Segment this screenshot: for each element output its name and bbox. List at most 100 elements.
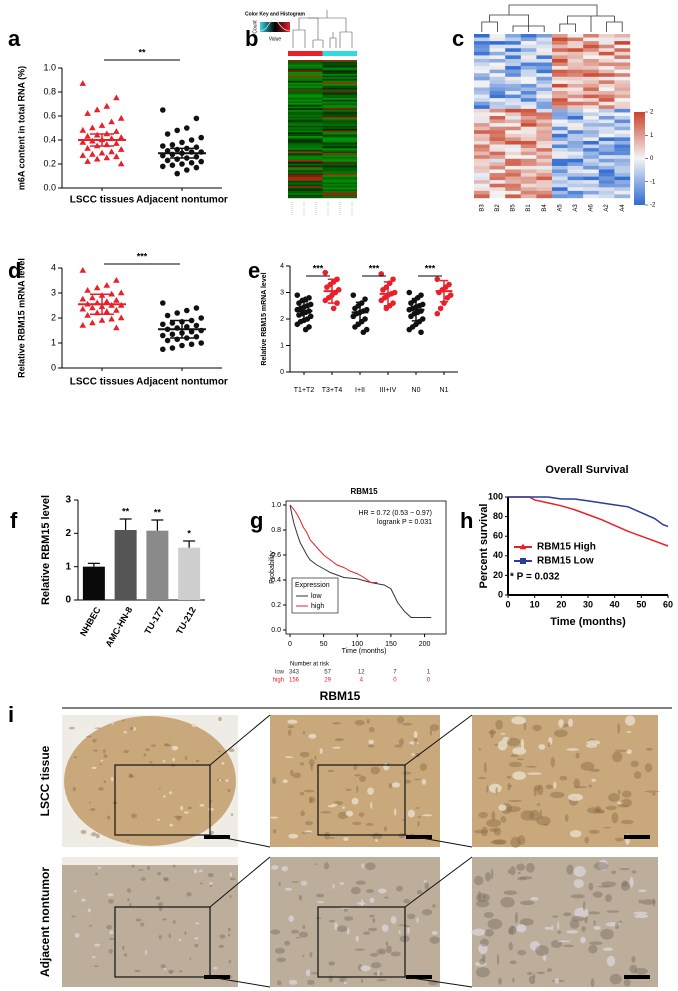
data-point xyxy=(179,161,185,167)
texture xyxy=(93,749,99,752)
heatmap-row xyxy=(288,104,323,107)
risk-row-name: high xyxy=(273,678,284,684)
texture xyxy=(429,936,440,944)
x-axis-label: Time (months) xyxy=(550,616,626,628)
heatmap-cell xyxy=(567,162,584,167)
heatmap-cell xyxy=(520,176,537,181)
texture xyxy=(503,890,517,896)
data-point xyxy=(79,267,87,273)
texture xyxy=(126,839,129,842)
significance-label: * xyxy=(187,528,191,538)
data-point xyxy=(79,295,87,302)
texture xyxy=(189,957,192,960)
texture xyxy=(511,716,526,725)
heatmap-cell xyxy=(536,126,553,131)
texture xyxy=(398,833,405,839)
heatmap-cell xyxy=(598,158,615,163)
texture xyxy=(163,878,170,882)
texture xyxy=(229,872,232,877)
heatmap-cell xyxy=(598,155,615,159)
heatmap-cell xyxy=(474,144,490,149)
heatmap-row xyxy=(322,144,357,147)
heatmap-cell xyxy=(474,126,490,131)
heatmap-row xyxy=(288,146,323,149)
column-label: A3 xyxy=(573,204,579,212)
heatmap-cell xyxy=(536,87,553,92)
data-point xyxy=(408,313,414,320)
texture xyxy=(302,730,306,735)
heatmap-cell xyxy=(583,83,599,88)
texture xyxy=(345,788,352,791)
texture xyxy=(509,866,516,876)
data-point xyxy=(164,131,171,137)
heatmap-row xyxy=(322,149,357,152)
heatmap-cell xyxy=(505,123,521,127)
heatmap-row xyxy=(288,191,323,194)
heatmap-row xyxy=(322,163,357,166)
texture xyxy=(602,826,612,829)
heatmap-row xyxy=(322,61,357,64)
heatmap-cell xyxy=(520,41,537,45)
heatmap-cell xyxy=(552,73,568,77)
y-tick-label: 0.4 xyxy=(271,577,281,584)
texture xyxy=(487,918,503,930)
heatmap-cell xyxy=(614,73,631,77)
data-point xyxy=(169,345,176,351)
texture xyxy=(500,816,507,823)
texture xyxy=(564,814,569,822)
texture xyxy=(299,762,305,766)
texture xyxy=(498,804,507,811)
texture xyxy=(343,978,347,985)
heatmap-cell xyxy=(598,190,615,195)
texture xyxy=(292,772,302,779)
heatmap-cell xyxy=(583,144,599,149)
heatmap-row xyxy=(288,192,323,195)
texture xyxy=(605,894,613,903)
data-point xyxy=(294,292,301,298)
heatmap-cell xyxy=(505,73,521,77)
texture xyxy=(620,819,634,825)
scale-bar xyxy=(406,975,432,979)
heatmap-cell xyxy=(505,155,521,159)
heatmap-cell xyxy=(614,148,631,152)
heatmap-row xyxy=(288,65,323,68)
heatmap-row xyxy=(288,115,323,118)
data-point xyxy=(179,139,185,146)
heatmap-row xyxy=(322,80,357,83)
texture xyxy=(477,776,487,780)
heatmap-cell xyxy=(614,112,631,117)
heatmap-cell xyxy=(552,58,568,63)
texture xyxy=(391,782,401,788)
heatmap-cell xyxy=(583,62,599,67)
heatmap-cell xyxy=(520,140,537,145)
heatmap-cell xyxy=(536,176,553,181)
heatmap-cell xyxy=(552,137,568,142)
x-tick-label: 50 xyxy=(636,599,646,609)
heatmap-cell xyxy=(520,173,537,177)
legend-marker xyxy=(519,543,527,550)
texture xyxy=(290,929,300,934)
annotation: logrank P = 0.031 xyxy=(377,519,432,526)
column-label: A5 xyxy=(557,204,563,212)
heatmap-cell xyxy=(583,169,599,174)
heatmap-row xyxy=(288,127,323,130)
heatmap-cell xyxy=(598,69,615,74)
texture xyxy=(282,779,288,784)
texture xyxy=(491,868,494,880)
texture xyxy=(413,737,418,745)
heatmap-cell xyxy=(614,58,631,63)
texture xyxy=(512,977,515,983)
heatmap-row xyxy=(322,77,357,80)
texture xyxy=(402,818,406,821)
heatmap-cell xyxy=(598,133,615,138)
heatmap-row xyxy=(288,172,323,175)
texture xyxy=(533,973,536,980)
heatmap-cell xyxy=(474,98,490,102)
heatmap-cell xyxy=(505,94,521,99)
heatmap-row xyxy=(322,147,357,150)
heatmap-row xyxy=(322,180,357,183)
heatmap-cell xyxy=(489,148,506,152)
texture xyxy=(507,869,511,874)
heatmap-cell xyxy=(505,176,521,181)
row-label: Adjacent nontumor xyxy=(38,867,52,977)
